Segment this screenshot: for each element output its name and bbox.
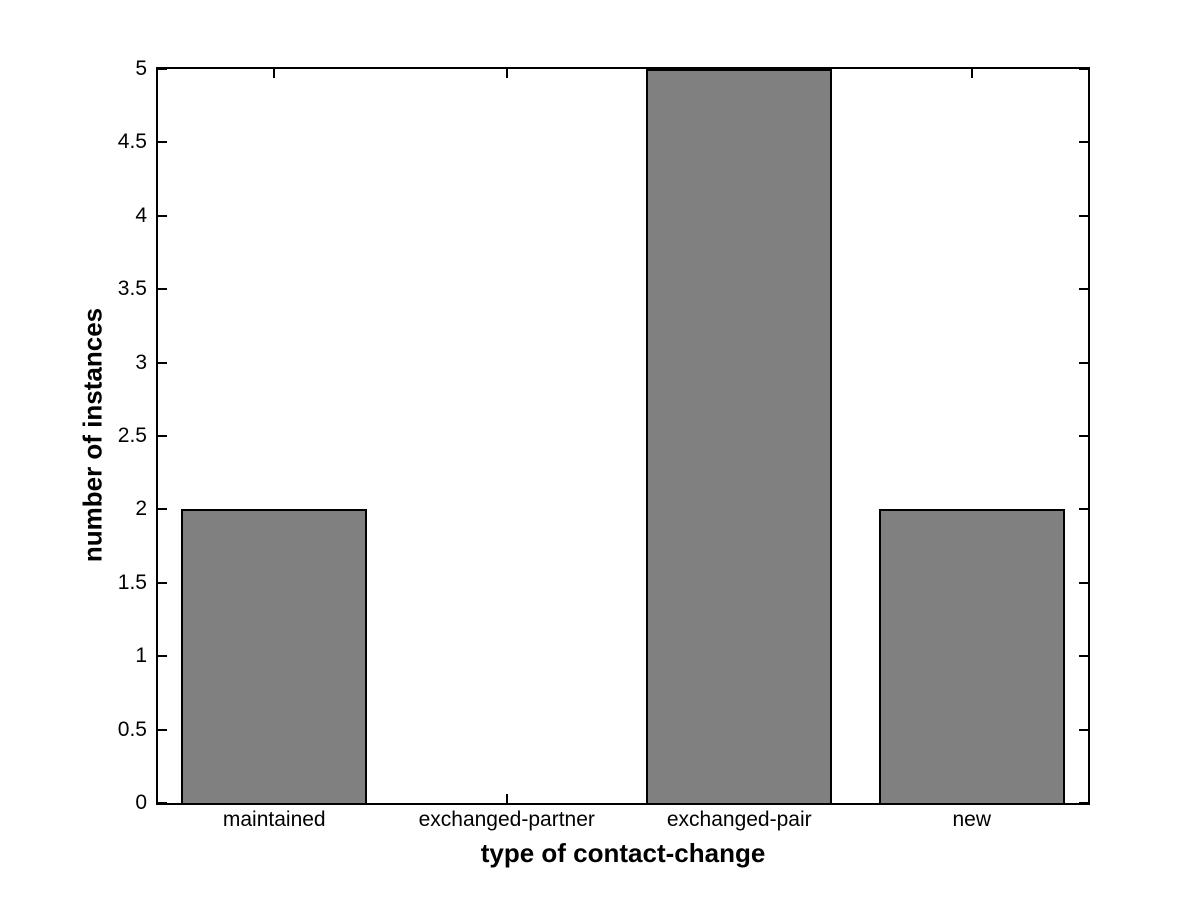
y-tick-mark-left xyxy=(158,68,167,70)
y-tick-label: 3 xyxy=(135,350,147,374)
y-tick-mark-left xyxy=(158,581,167,584)
y-tick-label: 5 xyxy=(135,57,147,80)
y-tick-mark-left xyxy=(158,435,167,437)
x-tick-mark-bottom xyxy=(505,794,508,803)
y-tick-label: 2.5 xyxy=(117,424,147,447)
x-tick-label-maintained: maintained xyxy=(222,808,326,831)
x-axis-title: type of contact-change xyxy=(480,838,766,868)
x-tick-mark-top xyxy=(505,69,508,78)
y-tick-mark-left xyxy=(158,288,167,291)
y-tick-mark-left xyxy=(158,214,167,217)
y-tick-label: 2 xyxy=(135,497,147,521)
y-tick-mark-right xyxy=(1079,508,1088,511)
y-tick-mark-right xyxy=(1079,68,1088,70)
x-tick-label-exchanged-pair: exchanged-pair xyxy=(666,808,812,831)
y-tick-mark-right xyxy=(1079,655,1088,658)
bar-new xyxy=(878,509,1065,803)
bar-exchanged-pair xyxy=(646,69,833,803)
y-tick-label: 0 xyxy=(135,791,147,814)
y-tick-label: 0.5 xyxy=(117,717,147,741)
y-tick-mark-right xyxy=(1079,802,1088,804)
y-tick-label: 1 xyxy=(135,644,147,668)
y-tick-mark-left xyxy=(158,655,167,658)
bar-maintained xyxy=(181,509,368,803)
y-tick-label: 1.5 xyxy=(117,570,147,594)
y-tick-mark-right xyxy=(1079,288,1088,291)
y-tick-mark-right xyxy=(1079,581,1088,584)
x-tick-mark-top xyxy=(273,69,276,78)
y-tick-mark-right xyxy=(1079,361,1088,364)
y-tick-mark-right xyxy=(1079,435,1088,437)
x-tick-label-exchanged-partner: exchanged-partner xyxy=(418,808,595,831)
y-tick-mark-right xyxy=(1079,214,1088,217)
y-tick-mark-left xyxy=(158,802,167,804)
y-tick-mark-left xyxy=(158,141,167,144)
y-tick-mark-left xyxy=(158,361,167,364)
y-tick-mark-left xyxy=(158,728,167,731)
y-tick-mark-left xyxy=(158,508,167,511)
x-tick-label-new: new xyxy=(952,808,992,831)
x-tick-mark-top xyxy=(970,69,973,78)
y-tick-label: 3.5 xyxy=(117,277,147,301)
y-tick-mark-right xyxy=(1079,141,1088,144)
y-tick-label: 4.5 xyxy=(117,130,147,154)
plot-area xyxy=(156,67,1090,805)
y-tick-mark-right xyxy=(1079,728,1088,731)
y-tick-label: 4 xyxy=(135,203,147,227)
